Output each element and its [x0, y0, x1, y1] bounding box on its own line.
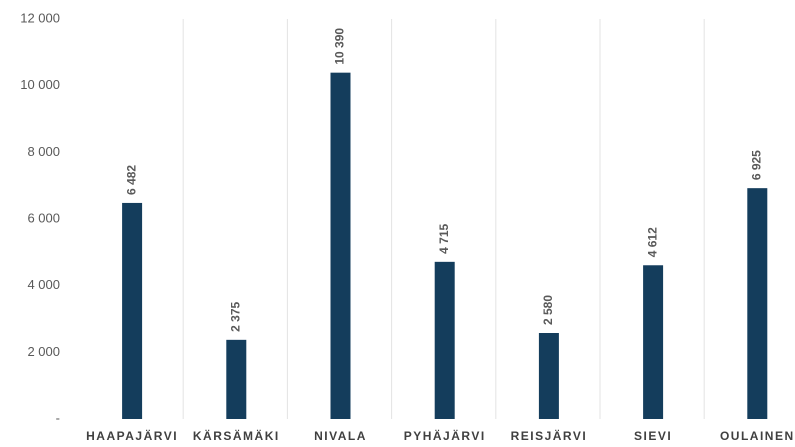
value-label: 4 715 [437, 223, 451, 253]
x-tick-label: REISJÄRVI [511, 428, 588, 443]
bar [643, 265, 664, 419]
y-tick-label: 8 000 [27, 144, 60, 159]
value-label: 6 482 [124, 165, 138, 195]
y-tick-label: 2 000 [27, 344, 60, 359]
value-label: 2 580 [541, 295, 555, 325]
value-label: 10 390 [333, 28, 347, 65]
x-tick-label: NIVALA [314, 429, 367, 443]
y-tick-label: - [56, 410, 60, 425]
value-label: 4 612 [645, 227, 659, 257]
bar [538, 333, 559, 419]
x-tick-label: SIEVI [634, 429, 672, 443]
bar [434, 261, 455, 419]
bar [226, 339, 247, 419]
y-tick-label: 12 000 [20, 10, 60, 25]
bar [330, 72, 351, 420]
y-tick-label: 10 000 [20, 77, 60, 92]
x-tick-label: HAAPAJÄRVI [86, 428, 178, 443]
x-tick-label: OULAINEN [720, 429, 795, 443]
value-label: 6 925 [749, 150, 763, 180]
y-tick-label: 4 000 [27, 277, 60, 292]
bar [122, 202, 143, 419]
y-tick-label: 6 000 [27, 210, 60, 225]
bar [747, 188, 768, 419]
x-tick-label: PYHÄJÄRVI [404, 428, 486, 443]
value-label: 2 375 [228, 301, 242, 331]
x-tick-label: KÄRSÄMÄKI [193, 428, 280, 443]
